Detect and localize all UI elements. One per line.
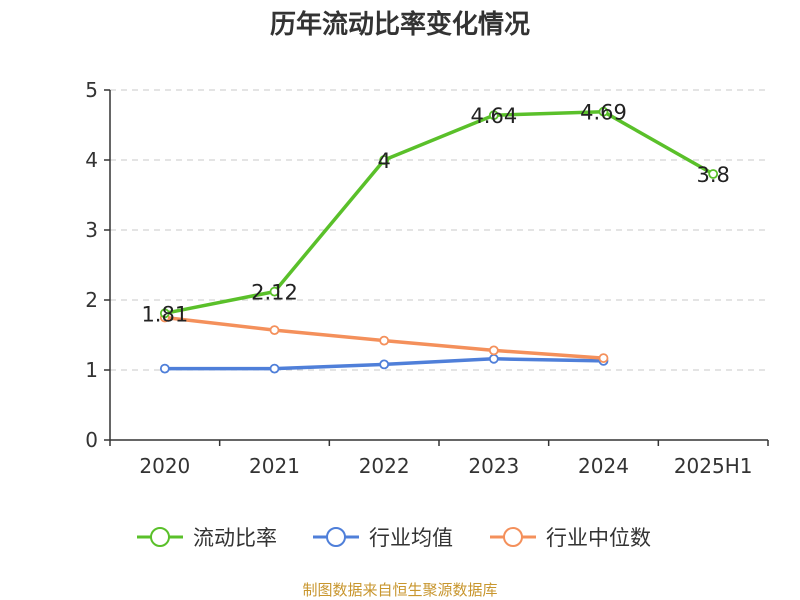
y-tick-label: 5: [85, 78, 98, 102]
data-point[interactable]: [488, 345, 499, 356]
legend[interactable]: 流动比率 行业均值 行业中位数: [137, 526, 651, 550]
legend-item-1[interactable]: 行业均值: [313, 526, 453, 550]
data-point[interactable]: [269, 286, 280, 297]
grid: [110, 89, 768, 371]
data-label: 4: [377, 149, 390, 173]
data-point[interactable]: [159, 363, 170, 374]
x-tick-label: 2025H1: [674, 454, 753, 478]
legend-label: 流动比率: [193, 526, 277, 550]
data-label: 1.81: [141, 302, 188, 326]
data-label: 4.69: [580, 101, 627, 125]
axes: 0 1 2 3 4 5 2020 2021 2022 2023 2024 2025H1: [85, 78, 769, 478]
data-label: 4.64: [470, 104, 517, 128]
legend-swatch-marker: [503, 527, 523, 547]
legend-item-0[interactable]: 流动比率: [137, 526, 277, 550]
data-point[interactable]: [379, 335, 390, 346]
data-point[interactable]: [159, 308, 170, 319]
data-label: 3.8: [696, 163, 729, 187]
data-point[interactable]: [598, 353, 609, 364]
x-tick-label: 2024: [578, 454, 629, 478]
legend-item-2[interactable]: 行业中位数: [490, 526, 651, 550]
x-tick-label: 2021: [249, 454, 300, 478]
data-point[interactable]: [269, 325, 280, 336]
series-line-0: [163, 109, 715, 316]
legend-swatch-marker: [326, 527, 346, 547]
data-point[interactable]: [488, 353, 499, 364]
y-tick-label: 4: [85, 148, 98, 172]
data-point[interactable]: [488, 110, 499, 121]
data-point[interactable]: [379, 359, 390, 370]
data-point[interactable]: [708, 169, 719, 179]
x-tick-label: 2020: [139, 454, 190, 478]
data-point[interactable]: [269, 363, 280, 374]
legend-swatch-marker: [150, 527, 170, 547]
y-tick-label: 0: [85, 428, 98, 452]
data-label: 2.12: [251, 281, 298, 305]
y-tick-label: 1: [85, 358, 98, 382]
chart-title: 历年流动比率变化情况: [270, 9, 530, 40]
source-note: 制图数据来自恒生聚源数据库: [302, 581, 497, 599]
legend-label: 行业均值: [369, 526, 453, 550]
series: [159, 106, 719, 374]
y-tick-label: 3: [85, 218, 98, 242]
x-tick-label: 2023: [468, 454, 519, 478]
data-point[interactable]: [598, 106, 609, 117]
x-tick-label: 2022: [359, 454, 410, 478]
data-labels: 1.81 2.12 4 4.64 4.69 3.8: [141, 101, 729, 327]
data-point[interactable]: [379, 155, 390, 165]
y-tick-label: 2: [85, 288, 98, 312]
legend-label: 行业中位数: [546, 526, 651, 550]
